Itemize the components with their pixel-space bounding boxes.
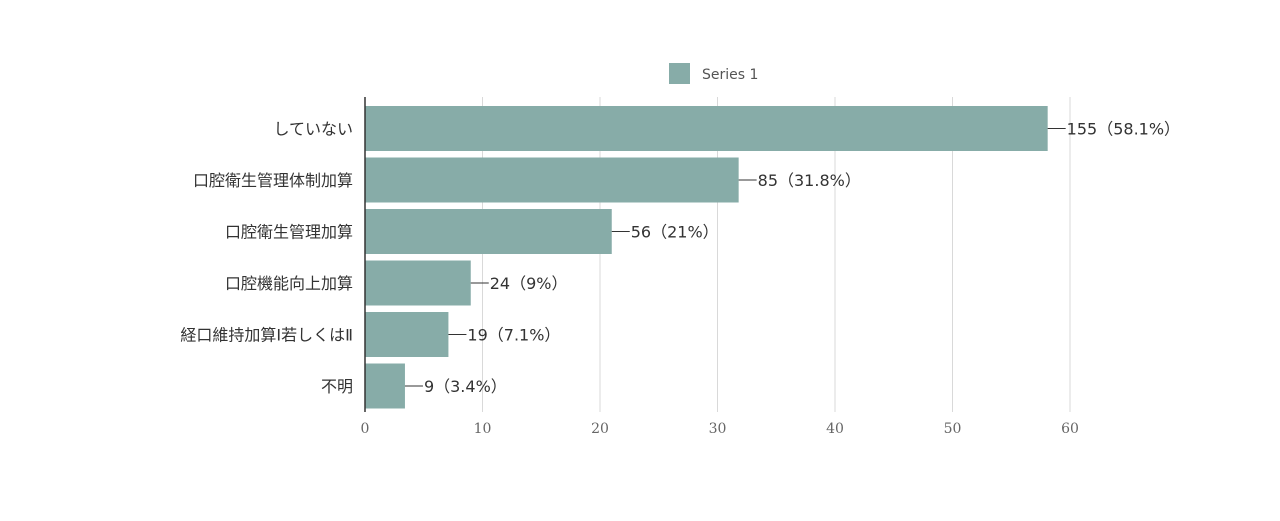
data-label-3: 24（9%）: [490, 274, 568, 293]
x-tick-label-20: 20: [591, 421, 609, 437]
x-tick-label-40: 40: [826, 421, 844, 437]
data-label-0: 155（58.1%）: [1067, 120, 1180, 139]
bars: [365, 106, 1048, 409]
category-label-0: していない: [273, 120, 353, 139]
data-label-2: 56（21%）: [631, 223, 719, 242]
bar-5: [365, 363, 405, 409]
bar-3: [365, 260, 471, 306]
legend-label: Series 1: [702, 67, 758, 83]
x-tick-label-0: 0: [361, 421, 370, 437]
x-tick-label-10: 10: [474, 421, 492, 437]
bar-4: [365, 312, 449, 357]
x-tick-label-30: 30: [709, 421, 727, 437]
bar-2: [365, 209, 612, 254]
legend-swatch: [669, 63, 690, 84]
category-label-3: 口腔機能向上加算: [225, 274, 353, 293]
data-label-4: 19（7.1%）: [467, 326, 560, 345]
category-label-2: 口腔衛生管理加算: [225, 223, 353, 242]
category-label-5: 不明: [321, 377, 353, 396]
data-label-1: 85（31.8%）: [758, 171, 861, 190]
category-label-1: 口腔衛生管理体制加算: [193, 171, 353, 190]
bar-0: [365, 106, 1048, 151]
data-labels: 155（58.1%） 85（31.8%） 56（21%） 24（9%） 19（7.1%）…: [404, 120, 1180, 396]
x-tick-label-60: 60: [1061, 421, 1079, 437]
bar-1: [365, 157, 739, 203]
x-tick-labels: 0 10 20 30 40 50 60: [361, 421, 1079, 437]
data-label-5: 9（3.4%）: [424, 377, 507, 396]
category-labels: していない口腔衛生管理体制加算口腔衛生管理加算口腔機能向上加算経口維持加算Ⅰ若し…: [180, 120, 353, 397]
legend: Series 1: [669, 63, 758, 84]
category-label-4: 経口維持加算Ⅰ若しくはⅡ: [180, 326, 353, 345]
x-tick-label-50: 50: [944, 421, 962, 437]
